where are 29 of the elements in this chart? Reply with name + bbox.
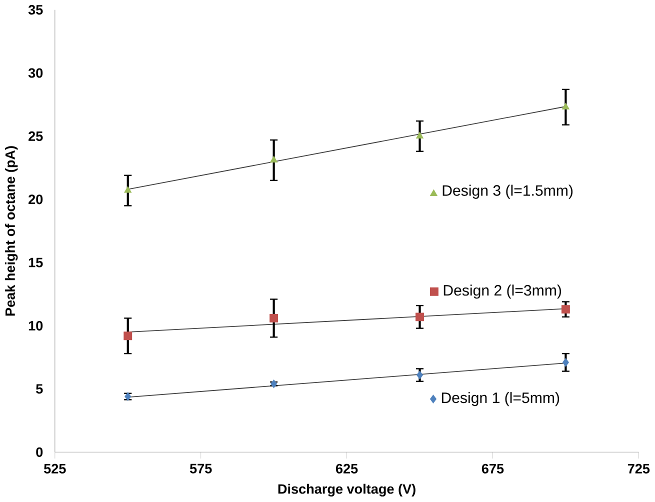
x-tick-label: 675 (482, 464, 504, 474)
point (562, 103, 570, 110)
x-tick-label: 725 (628, 464, 650, 474)
point (561, 305, 570, 314)
x-tick-label: 575 (190, 464, 212, 474)
y-tick-label: 30 (28, 68, 43, 78)
y-tick-label: 0 (36, 448, 43, 458)
point (270, 380, 278, 388)
x-axis-title: Discharge voltage (V) (278, 484, 416, 497)
point (270, 314, 278, 323)
y-axis-title: Peak height of octane (pA) (5, 146, 18, 316)
point (416, 312, 424, 322)
point (270, 156, 278, 163)
point (416, 132, 424, 139)
point (562, 358, 569, 367)
y-tick-label: 5 (36, 384, 43, 394)
x-tick-label: 525 (44, 464, 66, 474)
point (416, 371, 423, 380)
y-tick-label: 15 (28, 258, 43, 268)
y-tick-label: 20 (28, 194, 43, 204)
point (124, 332, 132, 340)
point (124, 186, 132, 194)
y-tick-label: 10 (28, 321, 43, 331)
x-tick-label: 625 (336, 464, 358, 474)
y-tick-label: 25 (28, 132, 43, 142)
y-tick-label: 35 (28, 5, 43, 15)
legend-label: Design 2 (l=3mm) (444, 284, 562, 299)
legend-label: Design 1 (l=5mm) (442, 392, 560, 406)
legend-label: Design 3 (l=1.5mm) (442, 185, 573, 200)
